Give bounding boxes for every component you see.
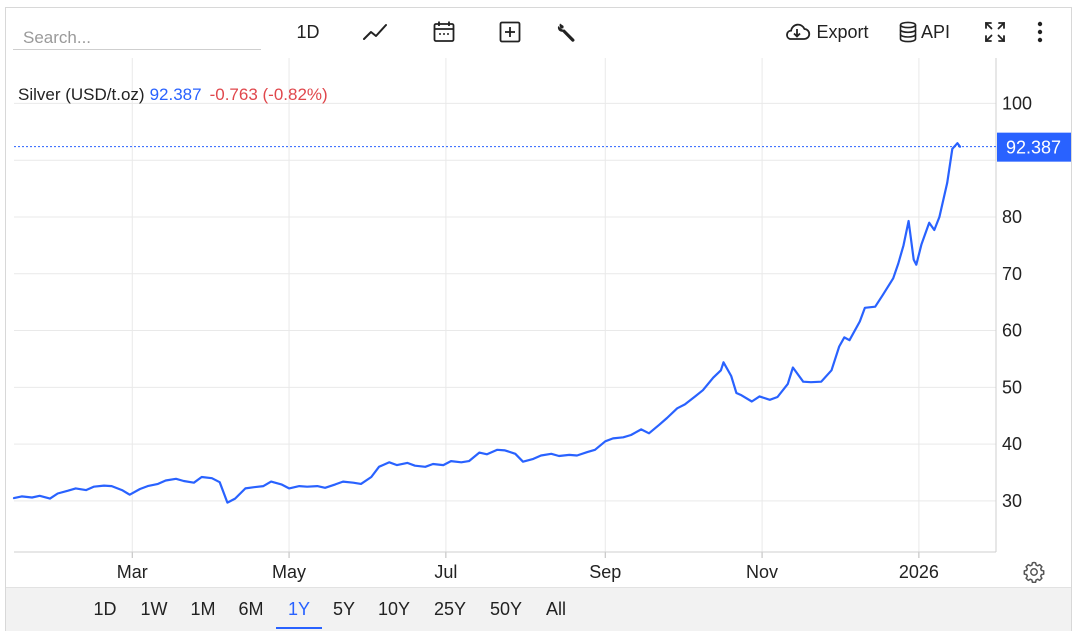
y-tick-label: 50 bbox=[1002, 377, 1022, 397]
range-selector: 1D 1W 1M 6M 1Y 5Y 10Y 25Y 50Y All bbox=[6, 587, 1071, 631]
range-button-1w[interactable]: 1W bbox=[140, 599, 168, 619]
legend-price: 92.387 bbox=[149, 85, 202, 104]
interval-label: 1D bbox=[296, 21, 320, 42]
last-price-label: 92.387 bbox=[1006, 138, 1061, 158]
range-button-50y[interactable]: 50Y bbox=[489, 599, 523, 619]
range-button-6m[interactable]: 6M bbox=[238, 599, 264, 619]
last-price-badge bbox=[997, 132, 1071, 162]
range-button-1m[interactable]: 1M bbox=[190, 599, 216, 619]
y-tick-label: 40 bbox=[1002, 434, 1022, 454]
x-tick-label: 2026 bbox=[899, 562, 939, 582]
wrench-icon[interactable] bbox=[553, 16, 581, 48]
range-button-25y[interactable]: 25Y bbox=[433, 599, 467, 619]
chart-settings-icon[interactable] bbox=[1022, 560, 1046, 584]
api-button[interactable]: API bbox=[894, 16, 954, 48]
x-tick-label: Mar bbox=[117, 562, 148, 582]
chart-legend: Silver (USD/t.oz) 92.387 -0.763 (-0.82%) bbox=[18, 85, 328, 105]
range-button-1y[interactable]: 1Y bbox=[287, 599, 311, 619]
range-button-5y[interactable]: 5Y bbox=[332, 599, 356, 619]
x-tick-label: Jul bbox=[434, 562, 457, 582]
cloud-download-icon bbox=[786, 23, 811, 40]
y-tick-label: 100 bbox=[1002, 93, 1032, 113]
active-range-underline bbox=[276, 627, 322, 629]
x-tick-label: Sep bbox=[589, 562, 621, 582]
range-button-all[interactable]: All bbox=[545, 599, 566, 619]
y-tick-label: 80 bbox=[1002, 207, 1022, 227]
axes: 30 40 50 60 70 80 100 Mar May Jul Sep Nov 2026 bbox=[14, 58, 1032, 582]
legend-change: -0.763 (-0.82%) bbox=[209, 85, 328, 104]
calendar-icon[interactable] bbox=[430, 16, 458, 48]
fullscreen-icon[interactable] bbox=[980, 16, 1010, 48]
chart-widget-frame bbox=[5, 7, 1072, 631]
line-chart-icon[interactable] bbox=[360, 16, 390, 48]
range-button-1d[interactable]: 1D bbox=[93, 599, 117, 619]
add-indicator-icon[interactable] bbox=[496, 16, 524, 48]
x-tick-label: Nov bbox=[746, 562, 778, 582]
y-tick-label: 60 bbox=[1002, 321, 1022, 341]
grid-lines bbox=[14, 58, 996, 552]
y-tick-label: 30 bbox=[1002, 491, 1022, 511]
more-vertical-icon[interactable] bbox=[1028, 16, 1052, 48]
interval-button[interactable]: 1D bbox=[292, 16, 324, 48]
x-tick-label: May bbox=[272, 562, 306, 582]
range-button-10y[interactable]: 10Y bbox=[377, 599, 411, 619]
legend-instrument-name: Silver (USD/t.oz) bbox=[18, 85, 145, 104]
y-tick-label: 70 bbox=[1002, 264, 1022, 284]
price-line bbox=[12, 142, 962, 504]
database-icon bbox=[899, 21, 917, 43]
search-input[interactable] bbox=[13, 22, 261, 50]
export-label: Export bbox=[816, 21, 869, 42]
api-label: API bbox=[920, 21, 950, 42]
export-button[interactable]: Export bbox=[780, 16, 872, 48]
series-layer: 92.387 bbox=[12, 132, 1071, 504]
